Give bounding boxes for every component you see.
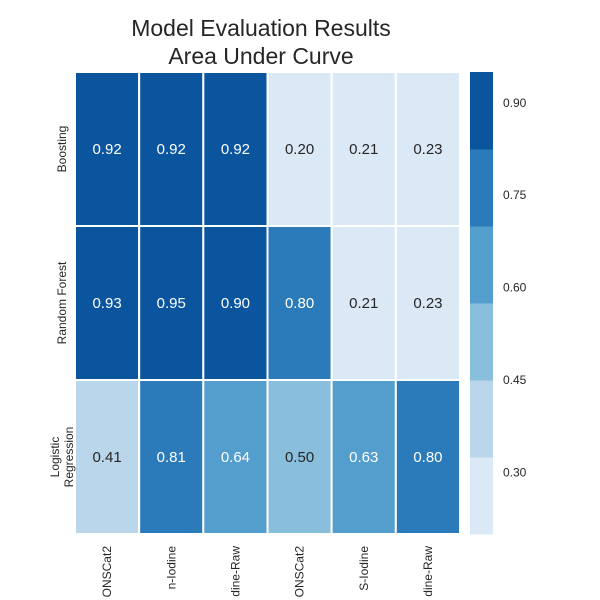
cell-value-label: 0.41 [92,449,121,466]
cell-value-label: 0.80 [413,449,442,466]
heatmap-cell [266,379,333,535]
colorbar-segment [470,226,493,304]
heatmap-cell [138,379,205,535]
colorbar-tick-label: 0.60 [503,281,527,295]
colorbar-segment [470,380,493,458]
cell-value-label: 0.63 [349,449,378,466]
chart-title-line-1: Model Evaluation Results [131,15,391,41]
chart-title-line-2: Area Under Curve [168,43,353,69]
row-tick-text: Regression [62,427,76,488]
cell-value-label: 0.92 [157,141,186,158]
row-tick-text: Logistic [48,437,62,478]
column-tick-label: ONSCat2 [100,546,114,598]
colorbar-segment [470,149,493,227]
cell-value-label: 0.23 [413,295,442,312]
colorbar-segment [470,457,493,535]
cell-value-label: 0.21 [349,295,378,312]
heatmap-cell [330,379,397,535]
column-tick-label: ONSCat2 [293,546,307,598]
row-tick-label: Logistic Regression [48,427,76,488]
heatmap-cell [266,225,333,381]
row-tick-text: Random Forest [55,261,69,344]
cell-value-label: 0.92 [221,141,250,158]
cell-value-label: 0.21 [349,141,378,158]
cell-value-label: 0.95 [157,295,186,312]
colorbar-segment [470,303,493,381]
heatmap-cell [394,225,462,381]
colorbar: 0.30 0.45 0.60 0.75 0.90 [470,72,527,535]
cell-value-label: 0.92 [92,141,121,158]
cell-value-label: 0.20 [285,141,314,158]
colorbar-tick-label: 0.75 [503,188,527,202]
heatmap-cell [74,379,141,535]
cell-value-label: 0.93 [92,295,121,312]
cell-value-label: 0.90 [221,295,250,312]
cell-value-label: 0.50 [285,449,314,466]
column-tick-label: dine-Raw [421,546,435,597]
heatmap-cell [394,71,462,227]
row-tick-text: Boosting [55,126,69,173]
colorbar-segment [470,72,493,150]
cell-value-label: 0.80 [285,295,314,312]
row-tick-label: Random Forest [55,261,69,344]
column-tick-label: S-Iodine [357,546,371,591]
colorbar-tick-label: 0.90 [503,96,527,110]
column-tick-label: dine-Raw [228,546,242,597]
column-tick-label: n-Iodine [164,546,178,590]
heatmap-cell [138,225,205,381]
cell-value-label: 0.23 [413,141,442,158]
row-tick-labels: Boosting Random Forest Logistic Regression [48,126,76,488]
cell-value-label: 0.81 [157,449,186,466]
heatmap-cell [394,379,462,535]
heatmap-cell [74,71,141,227]
column-tick-labels: ONSCat2 n-Iodine dine-Raw ONSCat2 S-Iodine di… [100,546,435,598]
colorbar-tick-label: 0.30 [503,465,527,479]
cell-value-label: 0.64 [221,449,250,466]
heatmap-cells: 0.92 0.92 0.92 0.20 0.21 0.23 0.93 0.95 0.90 0.80… [74,71,462,535]
row-tick-label: Boosting [55,126,69,173]
heatmap-cell [138,71,205,227]
colorbar-tick-label: 0.45 [503,373,527,387]
